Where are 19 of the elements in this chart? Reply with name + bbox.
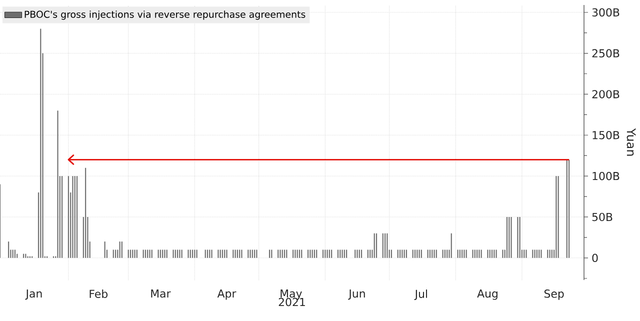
y-axis-title: Yuan	[626, 128, 636, 156]
y-tick-label: 50B	[592, 212, 612, 222]
x-tick-label: Jun	[348, 290, 365, 300]
y-tick-label: 100B	[592, 172, 620, 180]
x-axis-title: 2021	[278, 298, 305, 306]
x-tick-label: Aug	[477, 290, 498, 300]
x-tick-label: May	[280, 290, 302, 300]
x-tick-label: Sep	[544, 290, 564, 300]
x-tick-label: Mar	[151, 290, 171, 298]
y-tick-label: 200B	[592, 90, 620, 98]
y-tick-label: 0	[592, 254, 598, 262]
x-tick-label: Jan	[25, 290, 42, 300]
y-tick-label: 150B	[592, 130, 620, 140]
y-tick-label: 250B	[592, 49, 620, 58]
y-tick-label: 300B	[592, 8, 620, 17]
x-tick-label: Apr	[217, 290, 236, 300]
x-tick-label: Jul	[414, 290, 428, 300]
x-tick-label: Feb	[90, 290, 108, 298]
legend-label: PBOC's gross injections via reverse repurchase agreements	[24, 10, 306, 20]
